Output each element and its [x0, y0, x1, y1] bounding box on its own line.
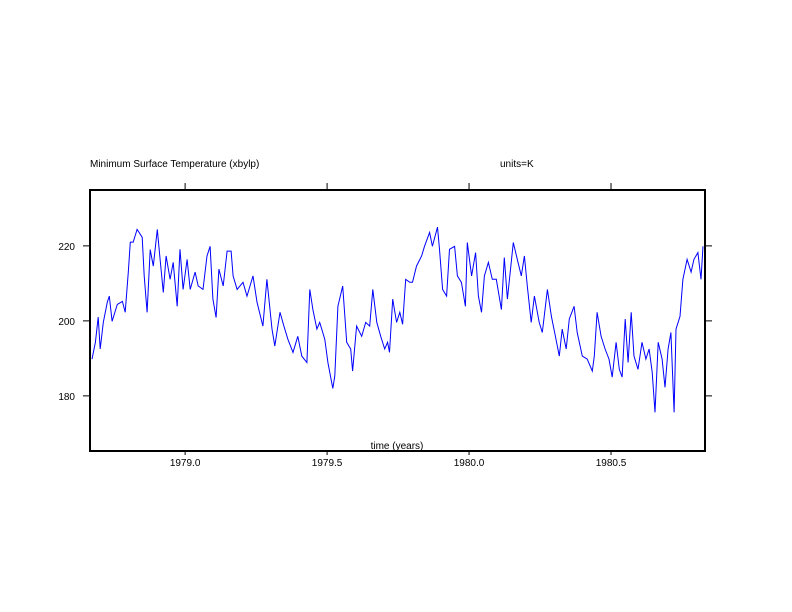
- units-label: units=K: [500, 159, 534, 170]
- x-axis-label: time (years): [371, 441, 424, 452]
- x-tick-label: 1979.5: [312, 458, 343, 469]
- x-tick-label: 1980.0: [454, 458, 485, 469]
- series-line-minimum-surface-temperature: [91, 226, 704, 413]
- chart-title: Minimum Surface Temperature (xbylp): [90, 159, 259, 170]
- x-tick-label: 1979.0: [170, 458, 201, 469]
- x-tick-label: 1980.5: [596, 458, 627, 469]
- plot-frame: [89, 189, 706, 452]
- y-tick-label: 200: [58, 317, 75, 328]
- y-tick-label: 220: [58, 242, 75, 253]
- y-tick-label: 180: [58, 392, 75, 403]
